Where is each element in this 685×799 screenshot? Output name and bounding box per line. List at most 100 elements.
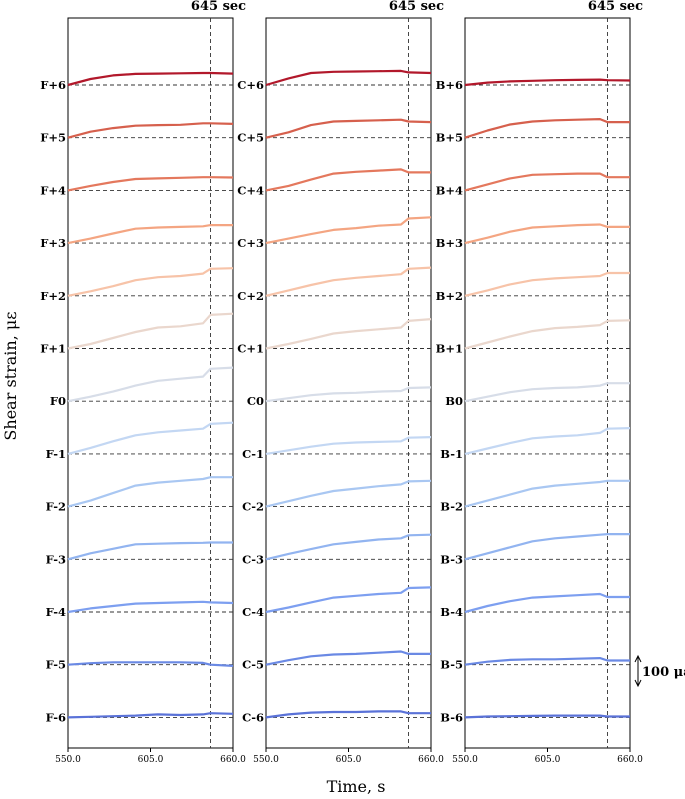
x-tick-label: 660.0: [418, 755, 444, 765]
series-line-B-1: [464, 427, 631, 455]
panel-C: 645 sec C+6 C+5 C+4 C+3 C+2 C+1 C0 C-1 C-2 C-3 C-4 C…: [237, 0, 444, 765]
row-label: B+4: [436, 183, 463, 197]
row-label: C+2: [237, 289, 264, 303]
event-label: 645 sec: [588, 0, 643, 14]
x-tick-label: 550.0: [253, 755, 279, 765]
series-line-B-4: [464, 592, 630, 614]
row-label: B+6: [436, 78, 463, 92]
panel-frame: [265, 17, 432, 749]
row-label: F-4: [46, 605, 66, 619]
event-label: 645 sec: [191, 0, 246, 14]
series-line-B+2: [464, 271, 630, 297]
row-label: F+6: [40, 78, 66, 92]
row-label: F+2: [40, 289, 66, 303]
series-line-C+4: [265, 168, 431, 192]
series-line-F-2: [67, 476, 233, 508]
series-line-C-6: [265, 710, 431, 719]
series-line-B+6: [464, 78, 631, 87]
row-label: B-5: [440, 658, 463, 672]
row-label: B+1: [436, 342, 463, 356]
row-label: F-5: [46, 658, 66, 672]
row-label: F-6: [46, 710, 66, 724]
scale-bar: 100 με: [634, 654, 685, 688]
x-tick-label: 550.0: [55, 755, 81, 765]
row-label: F+5: [40, 131, 66, 145]
row-label: B-6: [440, 710, 463, 724]
series-line-F+6: [67, 71, 234, 87]
row-label: C+5: [237, 131, 264, 145]
row-label: F-2: [46, 500, 66, 514]
row-label: C-6: [242, 710, 264, 724]
series-line-B+4: [464, 172, 630, 192]
series-line-B-6: [464, 714, 630, 719]
series-line-C-3: [265, 533, 432, 561]
series-line-C-1: [265, 436, 432, 455]
row-label: F-1: [46, 447, 66, 461]
series-line-C+5: [265, 118, 432, 139]
row-label: B-4: [440, 605, 463, 619]
series-line-B+3: [464, 223, 630, 245]
series-line-C-5: [265, 650, 431, 666]
row-label: C-3: [242, 552, 264, 566]
series-line-C+2: [265, 266, 432, 297]
row-label: C-1: [242, 447, 264, 461]
x-tick-label: 550.0: [452, 755, 478, 765]
row-label: C-5: [242, 658, 264, 672]
row-label: F+3: [40, 236, 66, 250]
x-axis-label: Time, s: [327, 777, 386, 796]
series-line-B+5: [464, 118, 630, 139]
row-label: F+1: [40, 342, 66, 356]
series-line-F+5: [67, 122, 234, 139]
panel-B: 645 sec B+6 B+5 B+4 B+3 B+2 B+1 B0 B-1 B-2 B-3 B-4 B…: [436, 0, 644, 765]
row-label: F+4: [40, 183, 66, 197]
row-label: B-1: [440, 447, 463, 461]
row-label: C-4: [242, 605, 264, 619]
x-tick-label: 605.0: [138, 755, 164, 765]
series-line-B-2: [464, 479, 630, 508]
row-label: B+2: [436, 289, 463, 303]
panels-group: 645 sec F+6 F+5 F+4 F+3 F+2 F+1 F0 F-1 F-2 F-3 F-4 F…: [40, 0, 643, 765]
series-line-C-2: [265, 479, 432, 508]
event-label: 645 sec: [389, 0, 444, 14]
series-line-B0: [464, 382, 630, 403]
series-line-C+3: [265, 216, 432, 245]
row-label: F0: [50, 394, 66, 408]
series-line-F-5: [67, 661, 234, 667]
row-label: F-3: [46, 552, 66, 566]
series-line-F+3: [67, 224, 233, 245]
row-label: C0: [247, 394, 264, 408]
series-line-F0: [67, 366, 234, 403]
row-label: C-2: [242, 500, 264, 514]
scale-bar-label: 100 με: [642, 665, 685, 680]
row-label: C+6: [237, 78, 264, 92]
series-line-C+6: [265, 69, 432, 87]
series-line-F-6: [67, 712, 234, 719]
series-line-C0: [265, 386, 432, 403]
series-line-F+1: [67, 312, 234, 350]
x-tick-label: 605.0: [336, 755, 362, 765]
series-line-F+4: [67, 176, 234, 192]
series-line-B+1: [464, 319, 631, 350]
row-label: C+3: [237, 236, 264, 250]
series-line-F-3: [67, 541, 233, 561]
series-line-C-4: [265, 586, 432, 614]
row-label: B-2: [440, 500, 463, 514]
row-label: C+4: [237, 183, 264, 197]
scale-bar-arrow-top: [634, 654, 642, 663]
series-line-B-3: [464, 533, 630, 561]
x-tick-label: 660.0: [220, 755, 246, 765]
row-label: C+1: [237, 342, 264, 356]
y-axis-label: Shear strain, με: [1, 311, 20, 440]
series-line-F+2: [67, 267, 234, 297]
series-line-C+1: [265, 318, 432, 350]
x-tick-label: 660.0: [617, 755, 643, 765]
scale-bar-arrow-bottom: [634, 679, 642, 688]
series-line-F-4: [67, 600, 234, 614]
row-label: B+3: [436, 236, 463, 250]
panel-F: 645 sec F+6 F+5 F+4 F+3 F+2 F+1 F0 F-1 F-2 F-3 F-4 F…: [40, 0, 246, 765]
row-label: B+5: [436, 131, 463, 145]
row-label: B0: [445, 394, 463, 408]
x-tick-label: 605.0: [535, 755, 561, 765]
row-label: B-3: [440, 552, 463, 566]
